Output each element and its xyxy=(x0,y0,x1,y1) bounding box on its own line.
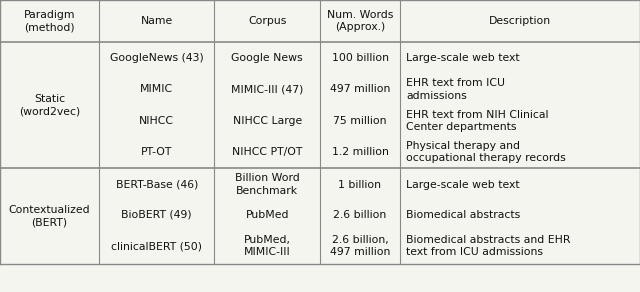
Text: Large-scale web text: Large-scale web text xyxy=(406,180,520,190)
Text: GoogleNews (43): GoogleNews (43) xyxy=(110,53,204,63)
Text: 2.6 billion,
497 million: 2.6 billion, 497 million xyxy=(330,235,390,257)
Text: 1 billion: 1 billion xyxy=(339,180,381,190)
Text: clinicalBERT (50): clinicalBERT (50) xyxy=(111,241,202,251)
Text: 497 million: 497 million xyxy=(330,84,390,94)
Text: Biomedical abstracts and EHR
text from ICU admissions: Biomedical abstracts and EHR text from I… xyxy=(406,235,571,257)
Text: Contextualized
(BERT): Contextualized (BERT) xyxy=(9,205,90,227)
Text: Paradigm
(method): Paradigm (method) xyxy=(24,10,76,32)
Text: BERT-Base (46): BERT-Base (46) xyxy=(116,180,198,190)
Text: NIHCC PT/OT: NIHCC PT/OT xyxy=(232,147,302,157)
Text: Google News: Google News xyxy=(232,53,303,63)
Text: Name: Name xyxy=(141,16,173,26)
Text: MIMIC-III (47): MIMIC-III (47) xyxy=(231,84,303,94)
Text: Description: Description xyxy=(489,16,551,26)
Text: EHR text from ICU
admissions: EHR text from ICU admissions xyxy=(406,78,506,101)
Text: PT-OT: PT-OT xyxy=(141,147,173,157)
Text: EHR text from NIH Clinical
Center departments: EHR text from NIH Clinical Center depart… xyxy=(406,110,549,132)
Text: 100 billion: 100 billion xyxy=(332,53,388,63)
Text: MIMIC: MIMIC xyxy=(140,84,173,94)
Text: Physical therapy and
occupational therapy records: Physical therapy and occupational therap… xyxy=(406,141,566,164)
Text: Num. Words
(Approx.): Num. Words (Approx.) xyxy=(327,10,393,32)
Text: PubMed: PubMed xyxy=(246,210,289,220)
Text: 1.2 million: 1.2 million xyxy=(332,147,388,157)
Text: PubMed,
MIMIC-III: PubMed, MIMIC-III xyxy=(244,235,291,257)
Text: Biomedical abstracts: Biomedical abstracts xyxy=(406,210,521,220)
Text: NIHCC Large: NIHCC Large xyxy=(232,116,302,126)
Text: 75 million: 75 million xyxy=(333,116,387,126)
Text: NIHCC: NIHCC xyxy=(140,116,174,126)
Text: Billion Word
Benchmark: Billion Word Benchmark xyxy=(235,173,300,196)
Text: 2.6 billion: 2.6 billion xyxy=(333,210,387,220)
Text: Static
(word2vec): Static (word2vec) xyxy=(19,94,80,116)
Text: BioBERT (49): BioBERT (49) xyxy=(122,210,192,220)
Text: Corpus: Corpus xyxy=(248,16,286,26)
Text: Large-scale web text: Large-scale web text xyxy=(406,53,520,63)
